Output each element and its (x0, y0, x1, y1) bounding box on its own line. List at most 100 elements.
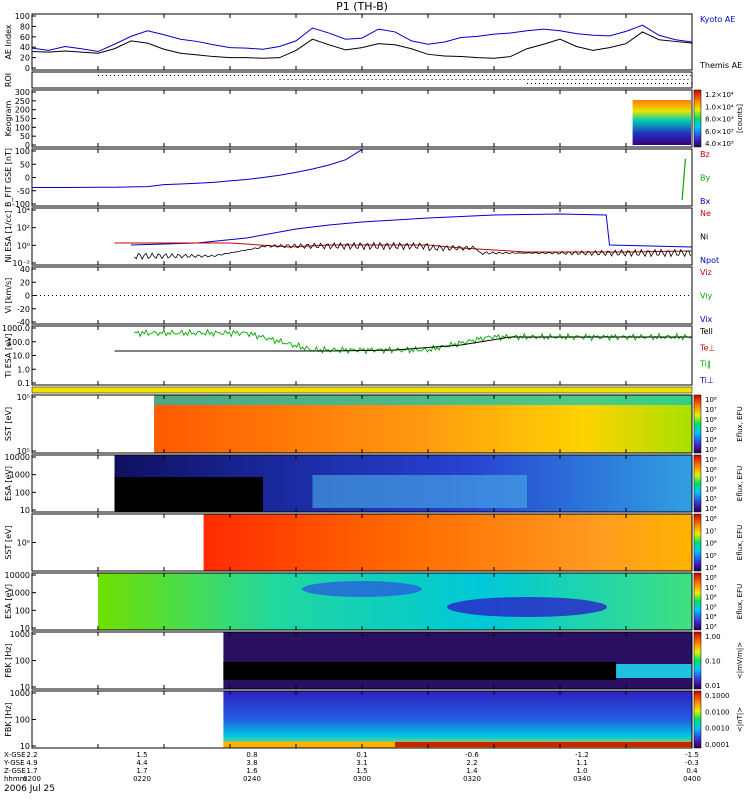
bfit-tick-label: -50 (17, 187, 30, 196)
vi-tick-label: 20 (20, 278, 30, 287)
roi-dot (514, 75, 515, 76)
roi-dot (218, 75, 219, 76)
roi-dot (591, 79, 593, 80)
roi-dot (543, 79, 545, 80)
footer-value: 1.5 (356, 767, 367, 775)
keogram-colorbar-tick: 6.0×10³ (705, 128, 734, 136)
roi-dot (186, 75, 187, 76)
roi-dot (375, 79, 377, 80)
roi-dot (230, 75, 231, 76)
bfit-ylabel: B_FIT GSE [nT] (4, 148, 13, 207)
roi-dot (491, 79, 493, 80)
roi-dot (398, 75, 399, 76)
esa-i-colorbar-tick: 10⁸ (705, 574, 717, 582)
roi-dot (483, 79, 485, 80)
roi-dot (258, 75, 259, 76)
fbk-e-ylabel: FBK [Hz] (4, 643, 13, 677)
footer-value: 2.2 (26, 751, 37, 759)
roi-dot (690, 75, 691, 76)
roi-dot (290, 75, 291, 76)
roi-dot (374, 75, 375, 76)
roi-dot (434, 75, 435, 76)
roi-dot (494, 75, 495, 76)
footer-row-label: Y-GSE (3, 759, 25, 767)
roi-dot (502, 75, 503, 76)
ti-tick-label: 0.1 (17, 379, 30, 388)
roi-dot (639, 79, 641, 80)
esa-e-dark-region (114, 477, 263, 512)
roi-dot (322, 75, 323, 76)
roi-dot (314, 75, 315, 76)
roi-dot (606, 75, 607, 76)
ae-tick-label: 60 (20, 33, 30, 42)
keogram-colorbar-tick: 1.0×10⁴ (705, 103, 734, 111)
sst-i-colorbar-tick: 10⁸ (705, 515, 717, 523)
fbk-b-tick-label: 1000 (10, 689, 30, 698)
esa-i-tick-label: 10 (20, 624, 30, 633)
roi-dot (663, 79, 665, 80)
roi-dot (587, 79, 589, 80)
roi-dot (318, 75, 319, 76)
roi-dot (395, 79, 397, 80)
roi-dot (270, 75, 271, 76)
roi-dot (498, 75, 499, 76)
roi-dot (482, 75, 483, 76)
roi-dot (635, 83, 636, 84)
sst-e-colorbar-tick: 10⁷ (705, 406, 717, 414)
sst-i-colorbar-tick: 10⁴ (705, 564, 717, 572)
bfit-legend-label: Bx (700, 197, 710, 206)
roi-dot (102, 75, 103, 76)
esa-i-tick-label: 100 (15, 606, 30, 615)
bfit-legend-label: Bz (700, 150, 710, 159)
roi-dot (574, 75, 575, 76)
roi-dot (287, 79, 289, 80)
roi-dot (650, 75, 651, 76)
roi-dot (539, 79, 541, 80)
roi-dot (647, 79, 649, 80)
ti-tick-label: 100.0 (7, 338, 30, 347)
sst-i-colorbar-label: Eflux, EFU (736, 525, 744, 560)
bfit-by-spike (681, 158, 686, 201)
roi-dot (283, 79, 285, 80)
roi-dot (463, 79, 465, 80)
roi-dot (598, 75, 599, 76)
roi-dot (607, 83, 608, 84)
keogram-tick-label: 200 (15, 106, 30, 115)
roi-dot (487, 79, 489, 80)
esa-i-blue-patch (447, 597, 607, 617)
fbk-e-colorbar (693, 631, 702, 690)
roi-dot (415, 79, 417, 80)
roi-dot (667, 83, 668, 84)
fbk-e-colorbar-tick: 0.01 (705, 682, 721, 690)
roi-dot (339, 79, 341, 80)
roi-dot (462, 75, 463, 76)
fbk-e-colorbar-tick: 0.10 (705, 658, 721, 666)
roi-dot (343, 79, 345, 80)
keogram-colorbar-tick: 4.0×10³ (705, 140, 734, 148)
roi-dot (146, 75, 147, 76)
roi-dot (555, 83, 556, 84)
roi-dot (382, 75, 383, 76)
roi-dot (566, 75, 567, 76)
roi-dot (526, 75, 527, 76)
roi-dot (531, 83, 532, 84)
roi-dot (583, 83, 584, 84)
roi-dot (623, 79, 625, 80)
fbk-b-ylabel: FBK [Hz] (4, 702, 13, 736)
roi-dot (607, 79, 609, 80)
sst-e-tick-label: 10⁵ (17, 393, 30, 402)
footer-row-label: X-GSE (4, 751, 26, 759)
roi-dot (586, 75, 587, 76)
roi-dot (351, 79, 353, 80)
roi-dot (654, 75, 655, 76)
roi-dot (439, 79, 441, 80)
footer-value: 0200 (23, 775, 41, 783)
footer-value: 0.1 (356, 751, 367, 759)
roi-dot (627, 83, 628, 84)
roi-dot (682, 75, 683, 76)
roi-dot (138, 75, 139, 76)
roi-dot (170, 75, 171, 76)
roi-dot (262, 75, 263, 76)
ae-tick-label: 20 (20, 54, 30, 63)
roi-dot (622, 75, 623, 76)
